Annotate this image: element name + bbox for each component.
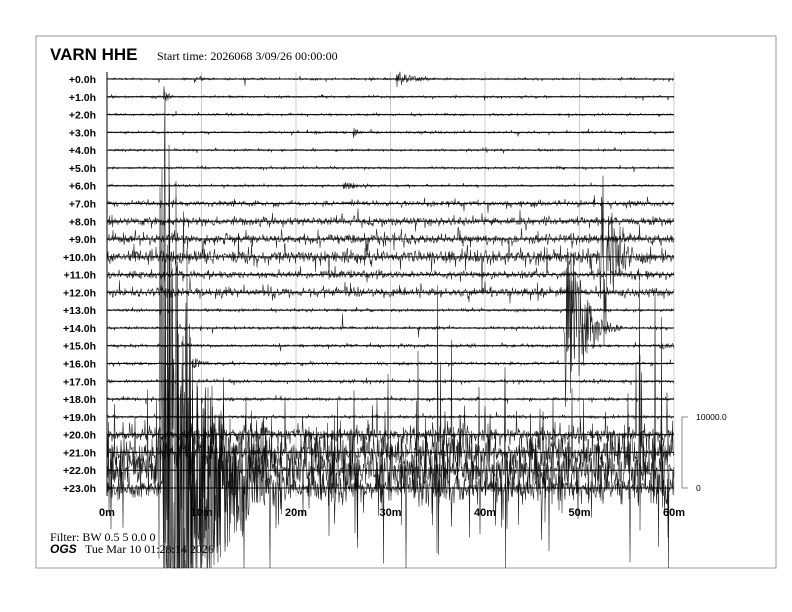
- trace-row-22: [106, 144, 675, 569]
- trace-row-11: [106, 247, 675, 283]
- row-labels: +0.0h +1.0h +2.0h +3.0h +4.0h +5.0h +6.0h +7.0h…: [63, 74, 96, 495]
- x-tick-label: 20m: [285, 507, 307, 519]
- row-label: +12.0h: [63, 287, 96, 299]
- trace-row-7: [106, 195, 675, 214]
- row-label: +8.0h: [69, 216, 96, 228]
- row-label: +7.0h: [69, 198, 96, 210]
- row-label: +23.0h: [63, 483, 96, 495]
- row-label: +3.0h: [69, 127, 96, 139]
- x-tick-label: 30m: [379, 507, 401, 519]
- row-label: +1.0h: [69, 92, 96, 104]
- trace-row-8: [106, 208, 675, 232]
- start-time: Start time: 2026068 3/09/26 00:00:00: [157, 49, 338, 63]
- trace-row-23: [106, 91, 675, 569]
- trace-row-15: [106, 341, 675, 352]
- x-tick-label: 40m: [474, 507, 496, 519]
- x-tick-label: 60m: [663, 507, 685, 519]
- trace-row-1: [106, 86, 675, 102]
- row-label: +14.0h: [63, 323, 96, 335]
- row-label: +21.0h: [63, 447, 96, 459]
- trace-row-17: [106, 377, 675, 386]
- amplitude-scale: 10000.0 0: [681, 412, 727, 493]
- row-label: +16.0h: [63, 359, 96, 371]
- row-label: +13.0h: [63, 305, 96, 317]
- x-tick-label: 50m: [568, 507, 590, 519]
- row-label: +9.0h: [69, 234, 96, 246]
- render-timestamp: Tue Mar 10 01:28:14 2026: [85, 542, 214, 556]
- station-title: VARN HHE: [50, 45, 138, 64]
- row-label: +22.0h: [63, 465, 96, 477]
- row-label: +5.0h: [69, 163, 96, 175]
- row-label: +0.0h: [69, 74, 96, 86]
- x-tick-label: 0m: [99, 507, 115, 519]
- row-label: +4.0h: [69, 145, 96, 157]
- scale-max-label: 10000.0: [696, 412, 727, 422]
- filter-info: Filter: BW 0.5 5 0.0 0: [50, 530, 155, 544]
- row-label: +17.0h: [63, 376, 96, 388]
- trace-row-12: [106, 277, 675, 304]
- row-label: +15.0h: [63, 341, 96, 353]
- row-label: +19.0h: [63, 412, 96, 424]
- scale-bracket: [681, 416, 688, 489]
- row-label: +2.0h: [69, 110, 96, 122]
- scale-min-label: 0: [696, 483, 701, 493]
- row-label: +10.0h: [63, 252, 96, 264]
- org-label: OGS: [50, 542, 77, 556]
- row-label: +6.0h: [69, 181, 96, 193]
- trace-row-10: [106, 175, 675, 346]
- trace-row-9: [106, 224, 675, 259]
- traces: [106, 71, 675, 569]
- row-label: +20.0h: [63, 430, 96, 442]
- row-label: +11.0h: [64, 270, 96, 282]
- row-label: +18.0h: [63, 394, 96, 406]
